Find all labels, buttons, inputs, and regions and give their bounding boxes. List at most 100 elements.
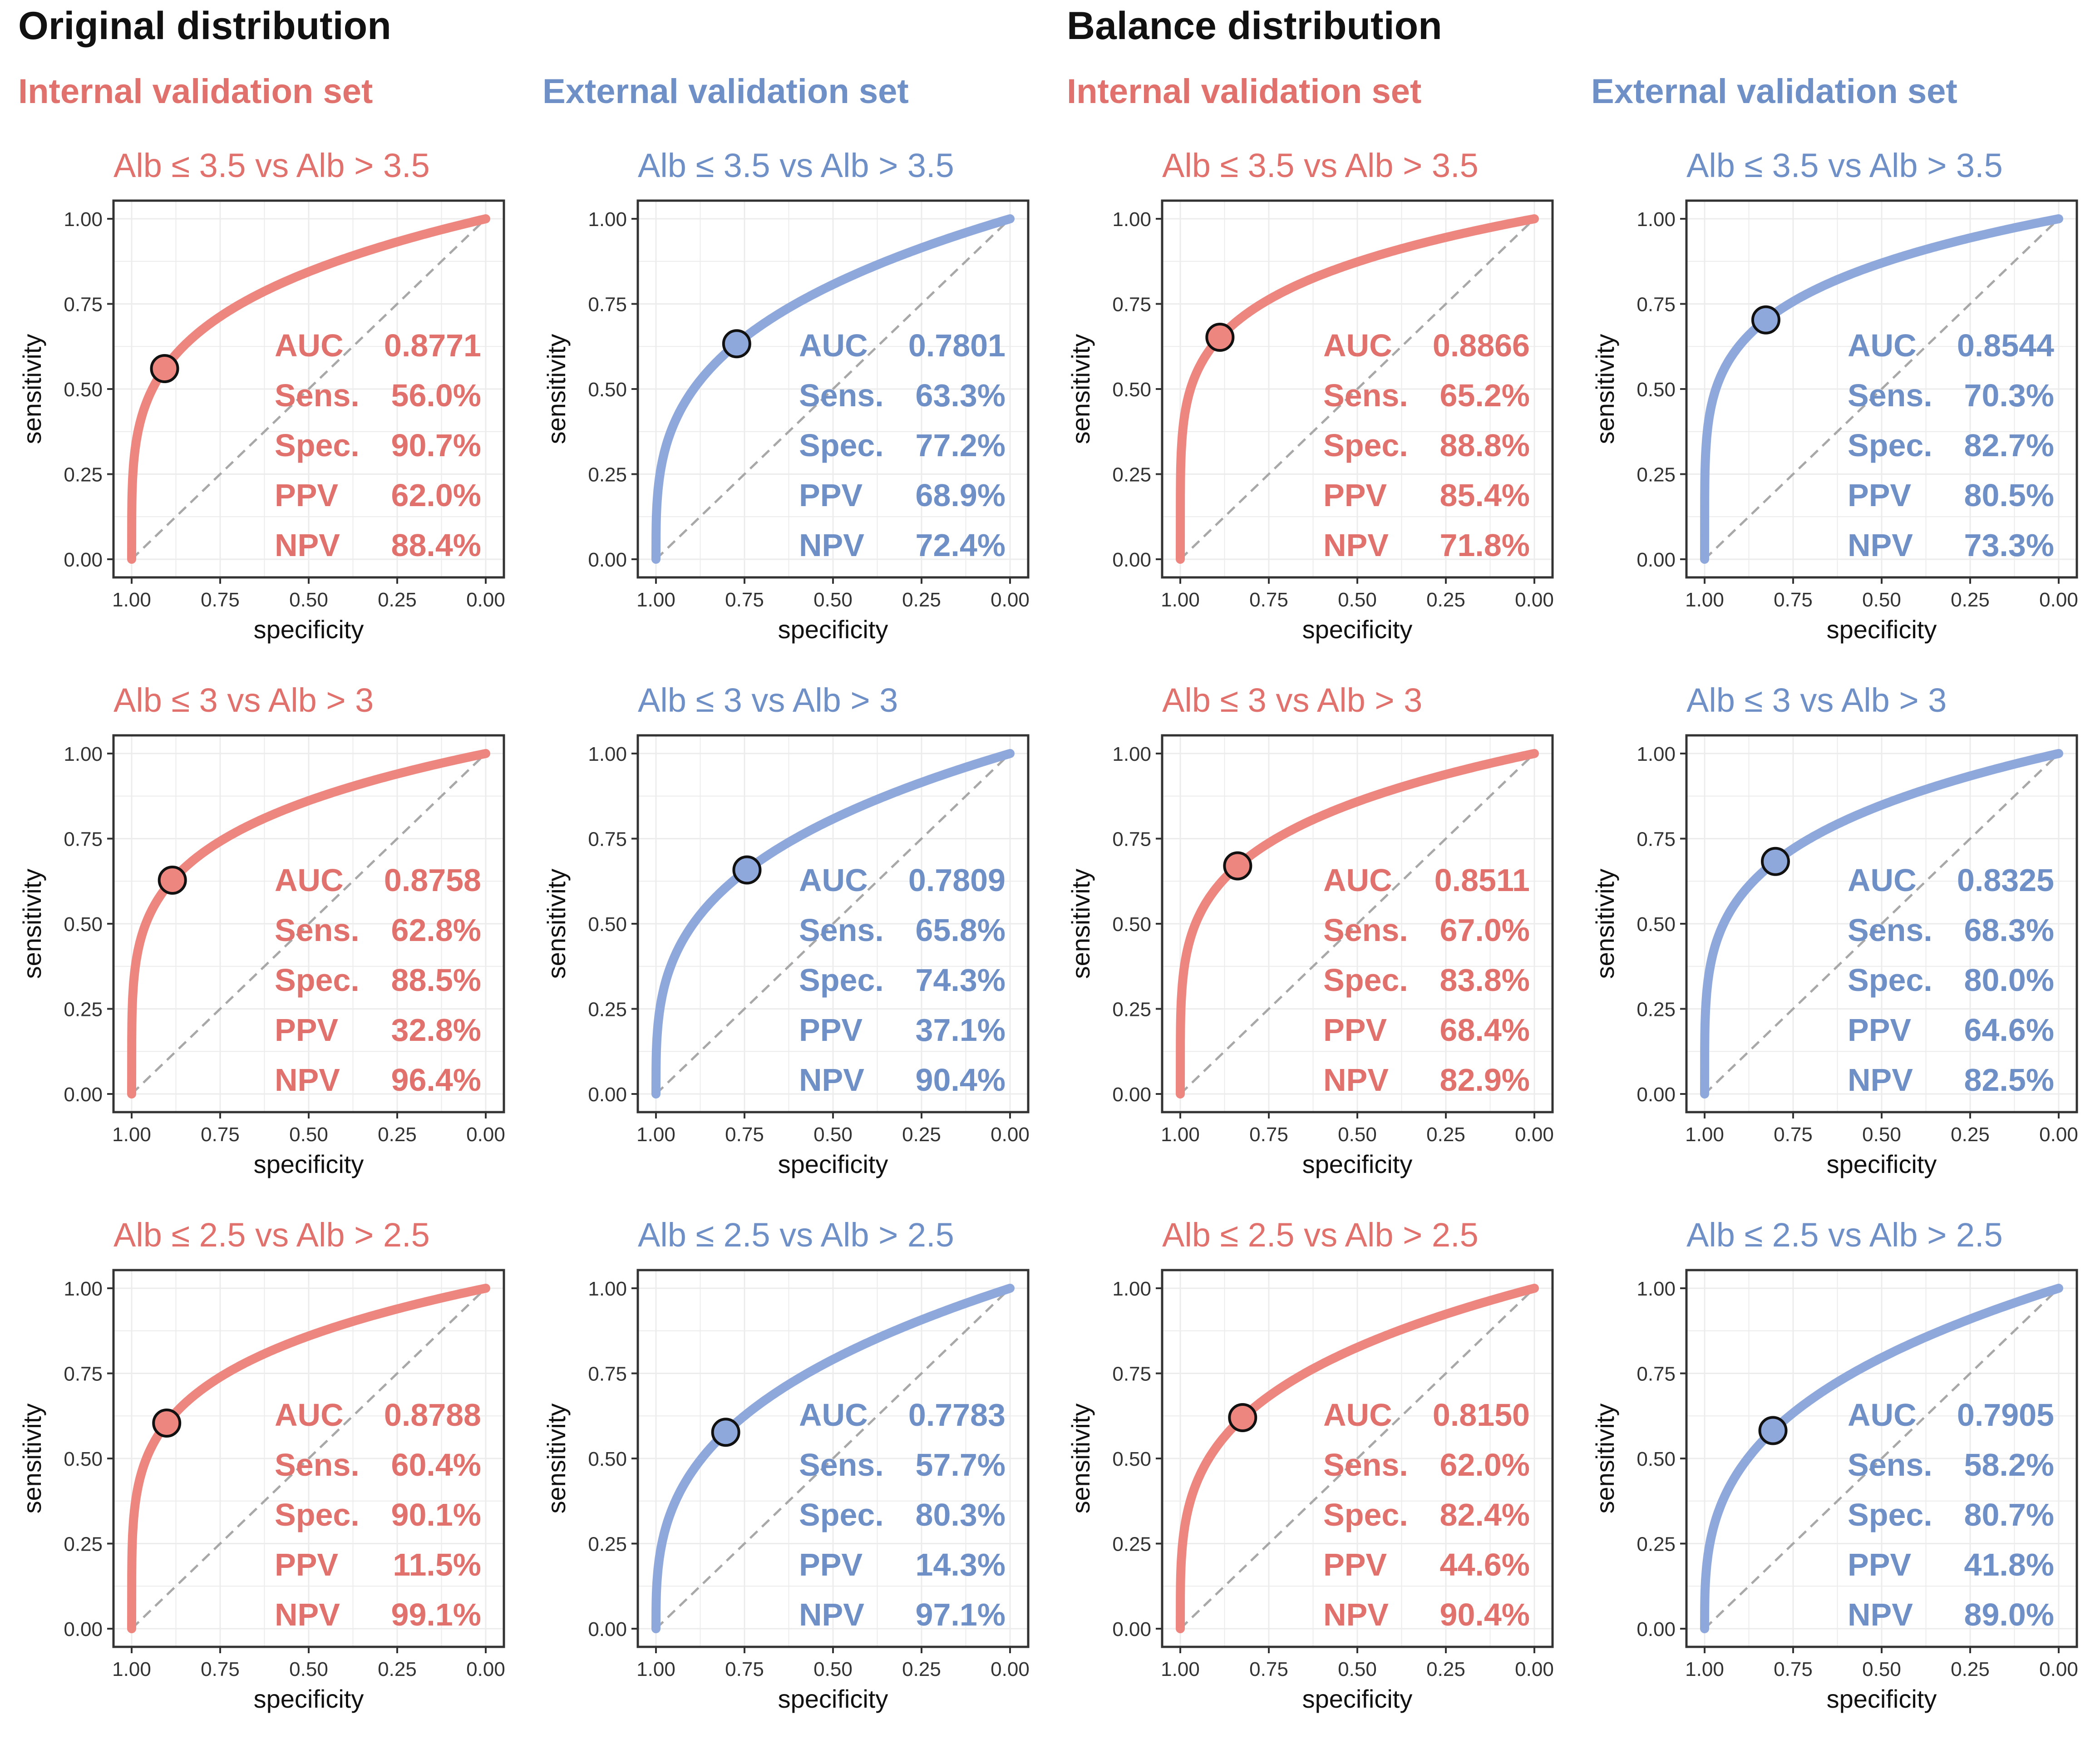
metric-label: Sens. <box>1323 378 1408 413</box>
metric-label: Spec. <box>275 428 360 463</box>
y-tick-label: 0.00 <box>1112 1618 1151 1641</box>
x-tick-label: 0.25 <box>1951 1123 1990 1146</box>
y-tick-label: 1.00 <box>588 743 627 765</box>
column-header-external-balance: External validation set <box>1591 72 1957 111</box>
x-tick-label: 1.00 <box>1161 1658 1200 1680</box>
x-tick-label: 0.00 <box>466 1658 505 1680</box>
y-tick-label: 1.00 <box>588 208 627 231</box>
y-tick-label: 0.50 <box>1112 1448 1151 1470</box>
metric-value: 0.7809 <box>908 862 1006 898</box>
panel-title: Alb ≤ 3 vs Alb > 3 <box>113 681 374 719</box>
y-tick-label: 0.00 <box>64 1618 103 1641</box>
y-tick-label: 0.50 <box>64 379 103 401</box>
metric-label: Spec. <box>799 1497 884 1532</box>
x-axis-label: specificity <box>254 1150 364 1178</box>
metric-value: 82.4% <box>1440 1497 1530 1532</box>
x-tick-label: 1.00 <box>1685 1123 1724 1146</box>
y-axis-label: sensitivity <box>1066 1404 1095 1514</box>
roc-panel-9: Alb ≤ 2.5 vs Alb > 2.5 AUC 0.8788 Sens. 60.4… <box>18 1216 505 1713</box>
roc-panel-3: Alb ≤ 3.5 vs Alb > 3.5 AUC 0.8866 Sens. 65.2… <box>1066 147 1554 644</box>
metric-value: 88.5% <box>391 962 481 998</box>
metric-label: AUC <box>1848 862 1917 898</box>
metric-value: 89.0% <box>1964 1597 2054 1632</box>
x-tick-label: 0.00 <box>2039 1123 2078 1146</box>
operating-point <box>152 1409 182 1438</box>
metric-label: PPV <box>799 1547 863 1582</box>
metric-value: 70.3% <box>1964 378 2054 413</box>
metric-value: 41.8% <box>1964 1547 2054 1582</box>
metric-value: 0.8771 <box>384 328 481 363</box>
roc-panel-6: Alb ≤ 3 vs Alb > 3 AUC 0.7809 Sens. 65.8% Spe… <box>542 681 1030 1178</box>
metric-value: 71.8% <box>1440 527 1530 563</box>
column-header-internal-original: Internal validation set <box>18 72 373 111</box>
y-tick-label: 0.50 <box>64 913 103 936</box>
x-tick-label: 0.25 <box>378 589 417 611</box>
y-tick-label: 0.25 <box>64 1533 103 1556</box>
metric-label: PPV <box>799 1012 863 1048</box>
reference-diagonal <box>1179 753 1535 1095</box>
metric-value: 0.8544 <box>1957 328 2054 363</box>
x-tick-label: 0.25 <box>902 589 941 611</box>
y-tick-label: 0.25 <box>64 999 103 1021</box>
metric-value: 90.4% <box>1440 1597 1530 1632</box>
y-tick-label: 1.00 <box>1637 1278 1676 1300</box>
x-tick-label: 0.50 <box>289 1658 328 1680</box>
y-axis-label: sensitivity <box>542 869 571 979</box>
reference-diagonal <box>1704 218 2060 560</box>
metric-value: 82.9% <box>1440 1062 1530 1098</box>
x-tick-label: 0.25 <box>1951 1658 1990 1680</box>
x-tick-label: 0.75 <box>1774 589 1813 611</box>
y-tick-label: 0.50 <box>64 1448 103 1470</box>
metric-label: Spec. <box>799 428 884 463</box>
y-axis-label: sensitivity <box>1591 334 1619 444</box>
x-tick-label: 0.50 <box>289 1123 328 1146</box>
y-tick-label: 0.00 <box>1637 1618 1676 1641</box>
metric-label: Sens. <box>1323 1447 1408 1483</box>
x-axis-label: specificity <box>1302 615 1413 644</box>
operating-point <box>158 866 187 895</box>
metric-label: NPV <box>1323 527 1389 563</box>
panel-title: Alb ≤ 3.5 vs Alb > 3.5 <box>1162 147 1479 184</box>
metric-label: Sens. <box>1848 378 1932 413</box>
metric-value: 60.4% <box>391 1447 481 1483</box>
x-tick-label: 0.75 <box>1774 1658 1813 1680</box>
y-tick-label: 0.25 <box>588 999 627 1021</box>
y-tick-label: 0.25 <box>1112 999 1151 1021</box>
y-tick-label: 0.75 <box>1112 828 1151 851</box>
metric-value: 99.1% <box>391 1597 481 1632</box>
x-tick-label: 0.00 <box>2039 589 2078 611</box>
metric-label: NPV <box>275 1062 340 1098</box>
metric-label: NPV <box>799 1597 864 1632</box>
metric-value: 0.7783 <box>908 1397 1006 1433</box>
metric-value: 64.6% <box>1964 1012 2054 1048</box>
x-tick-label: 0.75 <box>1249 1123 1288 1146</box>
x-axis-label: specificity <box>1827 615 1937 644</box>
y-tick-label: 0.25 <box>1112 1533 1151 1556</box>
y-tick-label: 1.00 <box>1112 743 1151 765</box>
metric-label: NPV <box>275 527 340 563</box>
metric-label: Sens. <box>275 1447 360 1483</box>
metric-value: 62.8% <box>391 912 481 948</box>
metric-label: Spec. <box>1323 962 1408 998</box>
y-tick-label: 0.00 <box>1112 549 1151 571</box>
x-tick-label: 1.00 <box>112 1658 151 1680</box>
metric-label: PPV <box>799 478 863 513</box>
metric-label: NPV <box>1848 1062 1913 1098</box>
roc-panel-7: Alb ≤ 3 vs Alb > 3 AUC 0.8511 Sens. 67.0% Spe… <box>1066 681 1554 1178</box>
metric-label: Spec. <box>1848 962 1932 998</box>
metric-label: AUC <box>1323 328 1392 363</box>
y-axis-label: sensitivity <box>1591 1404 1619 1514</box>
x-tick-label: 1.00 <box>1685 1658 1724 1680</box>
x-axis-label: specificity <box>1302 1150 1413 1178</box>
metric-value: 96.4% <box>391 1062 481 1098</box>
operating-point <box>1205 323 1235 352</box>
metric-value: 11.5% <box>393 1547 481 1582</box>
x-tick-label: 0.25 <box>1426 589 1465 611</box>
y-tick-label: 1.00 <box>1112 208 1151 231</box>
y-tick-label: 0.75 <box>588 294 627 316</box>
metric-value: 85.4% <box>1440 478 1530 513</box>
panel-title: Alb ≤ 2.5 vs Alb > 2.5 <box>1162 1216 1479 1254</box>
metric-label: Sens. <box>799 378 884 413</box>
y-tick-label: 0.50 <box>1637 379 1676 401</box>
metric-label: Sens. <box>275 378 360 413</box>
